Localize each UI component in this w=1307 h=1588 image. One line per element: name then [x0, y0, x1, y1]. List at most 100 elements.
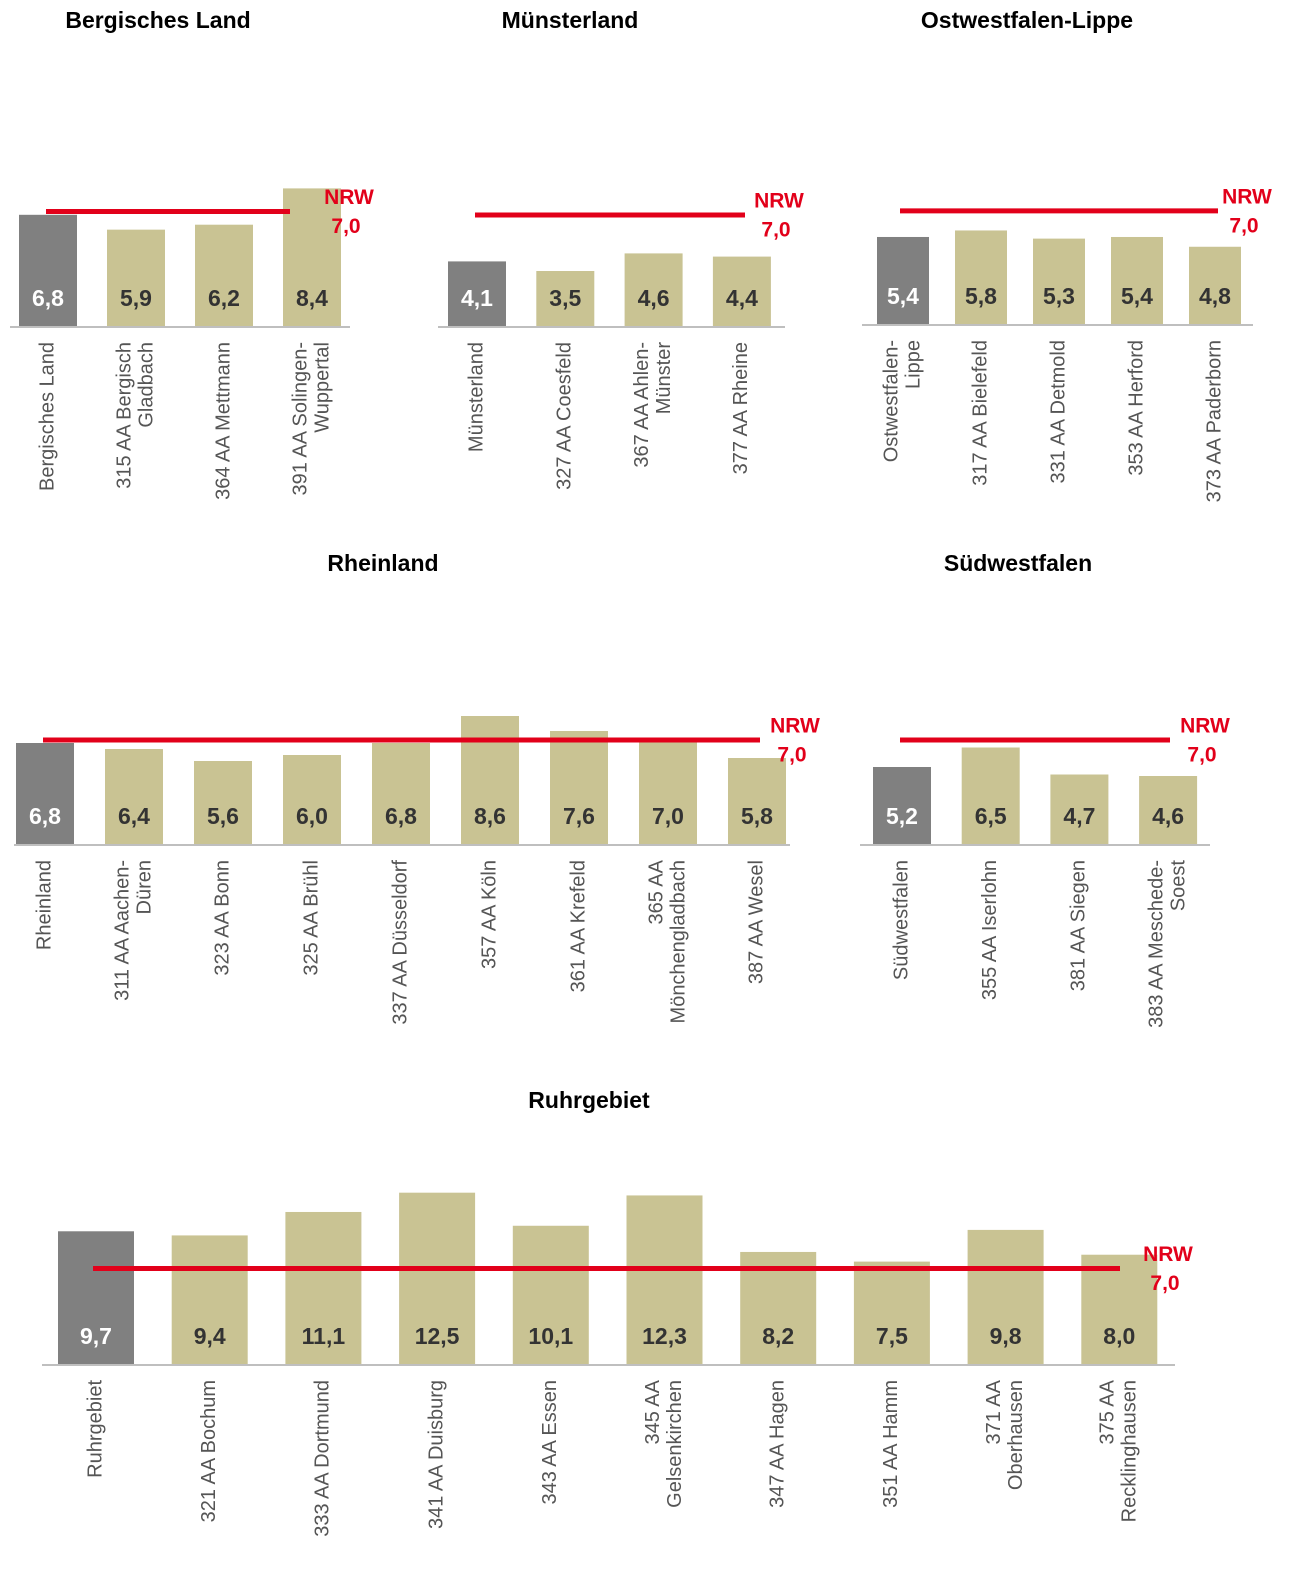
bar-chart: Ruhrgebiet 9,7 Ruhrgebiet 9,4 321 AA Bochum 1…	[42, 1087, 1193, 1537]
category-label: 377 AA Rheine	[730, 342, 752, 474]
bar	[58, 1231, 134, 1365]
bar	[372, 743, 430, 845]
category-label: 343 AA Essen	[539, 1380, 561, 1505]
bar-chart: Bergisches Land 6,8 Bergisches Land 5,9 315 …	[10, 7, 374, 500]
bar	[961, 747, 1020, 845]
bar	[16, 743, 74, 845]
bar	[283, 188, 341, 327]
bar	[105, 749, 163, 845]
value-label: 7,5	[876, 1323, 908, 1349]
bar	[624, 253, 683, 327]
value-label: 10,1	[528, 1323, 573, 1349]
value-label: 4,6	[1152, 803, 1184, 829]
category-label: Recklinghausen	[1119, 1380, 1141, 1522]
value-label: 11,1	[302, 1323, 346, 1349]
bar	[955, 230, 1007, 325]
value-label: 5,8	[965, 283, 997, 309]
category-label: Soest	[1167, 860, 1189, 912]
category-label: Lippe	[902, 340, 924, 389]
reference-value-label: 7,0	[777, 744, 806, 767]
reference-value-label: 7,0	[761, 219, 790, 242]
bar	[873, 767, 931, 845]
category-label: 323 AA Bonn	[211, 860, 233, 976]
reference-value-label: 7,0	[331, 215, 360, 238]
bar	[448, 261, 506, 327]
bar	[399, 1192, 476, 1365]
category-label: 367 AA Ahlen-	[631, 342, 653, 468]
category-label: 364 AA Mettmann	[212, 342, 234, 500]
reference-label: NRW	[754, 190, 804, 213]
bar	[19, 214, 77, 327]
value-label: 7,0	[652, 803, 684, 829]
value-label: 6,8	[385, 803, 417, 829]
value-label: 6,5	[975, 803, 1007, 829]
category-label: 317 AA Bielefeld	[969, 340, 991, 486]
value-label: 4,7	[1063, 803, 1095, 829]
category-label: 341 AA Duisburg	[425, 1380, 447, 1529]
category-label: 361 AA Krefeld	[567, 860, 589, 992]
bar	[853, 1261, 930, 1365]
value-label: 5,4	[1121, 283, 1153, 309]
value-label: 6,4	[118, 803, 150, 829]
category-label: 365 AA	[645, 859, 667, 924]
category-label: Südwestfalen	[890, 860, 912, 980]
value-label: 4,1	[461, 285, 493, 311]
value-label: 5,8	[741, 803, 773, 829]
bar	[194, 761, 252, 845]
category-label: 351 AA Hamm	[880, 1380, 902, 1508]
category-label: 345 AA	[642, 1379, 664, 1444]
category-label: Bergisches Land	[36, 342, 58, 491]
value-label: 8,4	[296, 285, 328, 311]
reference-label: NRW	[1222, 185, 1272, 208]
category-label: 331 AA Detmold	[1047, 340, 1069, 483]
reference-label: NRW	[1143, 1243, 1193, 1266]
category-label: Rheinland	[33, 860, 55, 950]
bar-chart: Südwestfalen 5,2 Südwestfalen 6,5 355 AA Ise…	[860, 550, 1230, 1028]
bar	[877, 236, 929, 325]
category-label: Wuppertal	[311, 342, 333, 433]
bar	[626, 1195, 703, 1365]
category-label: Gelsenkirchen	[664, 1380, 686, 1508]
reference-value-label: 7,0	[1150, 1272, 1179, 1295]
bar-chart: Münsterland 4,1 Münsterland 3,5 327 AA Coesf…	[438, 7, 804, 490]
bar	[639, 740, 697, 845]
value-label: 5,2	[886, 803, 918, 829]
category-label: 383 AA Meschede-	[1145, 860, 1167, 1028]
value-label: 6,2	[208, 285, 240, 311]
reference-value-label: 7,0	[1187, 744, 1216, 767]
category-label: 311 AA Aachen-	[111, 860, 133, 1001]
category-label: 357 AA Köln	[478, 860, 500, 969]
category-label: 375 AA	[1097, 1379, 1119, 1444]
value-label: 4,4	[726, 285, 758, 311]
value-label: 12,5	[415, 1323, 460, 1349]
value-label: 9,4	[194, 1323, 226, 1349]
bar	[536, 271, 595, 327]
category-label: Ruhrgebiet	[84, 1380, 106, 1478]
category-label: Ostwestfalen-	[880, 340, 902, 462]
reference-label: NRW	[770, 715, 820, 738]
reference-label: NRW	[1180, 715, 1230, 738]
bar-chart: Rheinland 6,8 Rheinland 6,4 311 AA Aachen- Dü…	[14, 550, 820, 1025]
value-label: 8,6	[474, 803, 506, 829]
reference-value-label: 7,0	[1229, 214, 1258, 237]
bar	[712, 256, 771, 327]
category-label: 347 AA Hagen	[766, 1380, 788, 1508]
value-label: 6,8	[32, 285, 64, 311]
chart-title: Münsterland	[502, 7, 639, 33]
value-label: 9,7	[80, 1323, 112, 1349]
chart-title: Ostwestfalen-Lippe	[921, 7, 1133, 33]
category-label: Düren	[133, 860, 155, 914]
bar	[1139, 776, 1198, 845]
chart-title: Bergisches Land	[65, 7, 250, 33]
category-label: 325 AA Brühl	[300, 860, 322, 976]
bar	[1033, 238, 1085, 325]
bar	[512, 1225, 589, 1365]
reference-label: NRW	[324, 186, 374, 209]
category-label: Mönchengladbach	[667, 860, 689, 1023]
category-label: 353 AA Herford	[1125, 340, 1147, 476]
value-label: 3,5	[549, 285, 581, 311]
value-label: 12,3	[642, 1323, 687, 1349]
category-label: 373 AA Paderborn	[1203, 340, 1225, 502]
value-label: 6,8	[29, 803, 61, 829]
